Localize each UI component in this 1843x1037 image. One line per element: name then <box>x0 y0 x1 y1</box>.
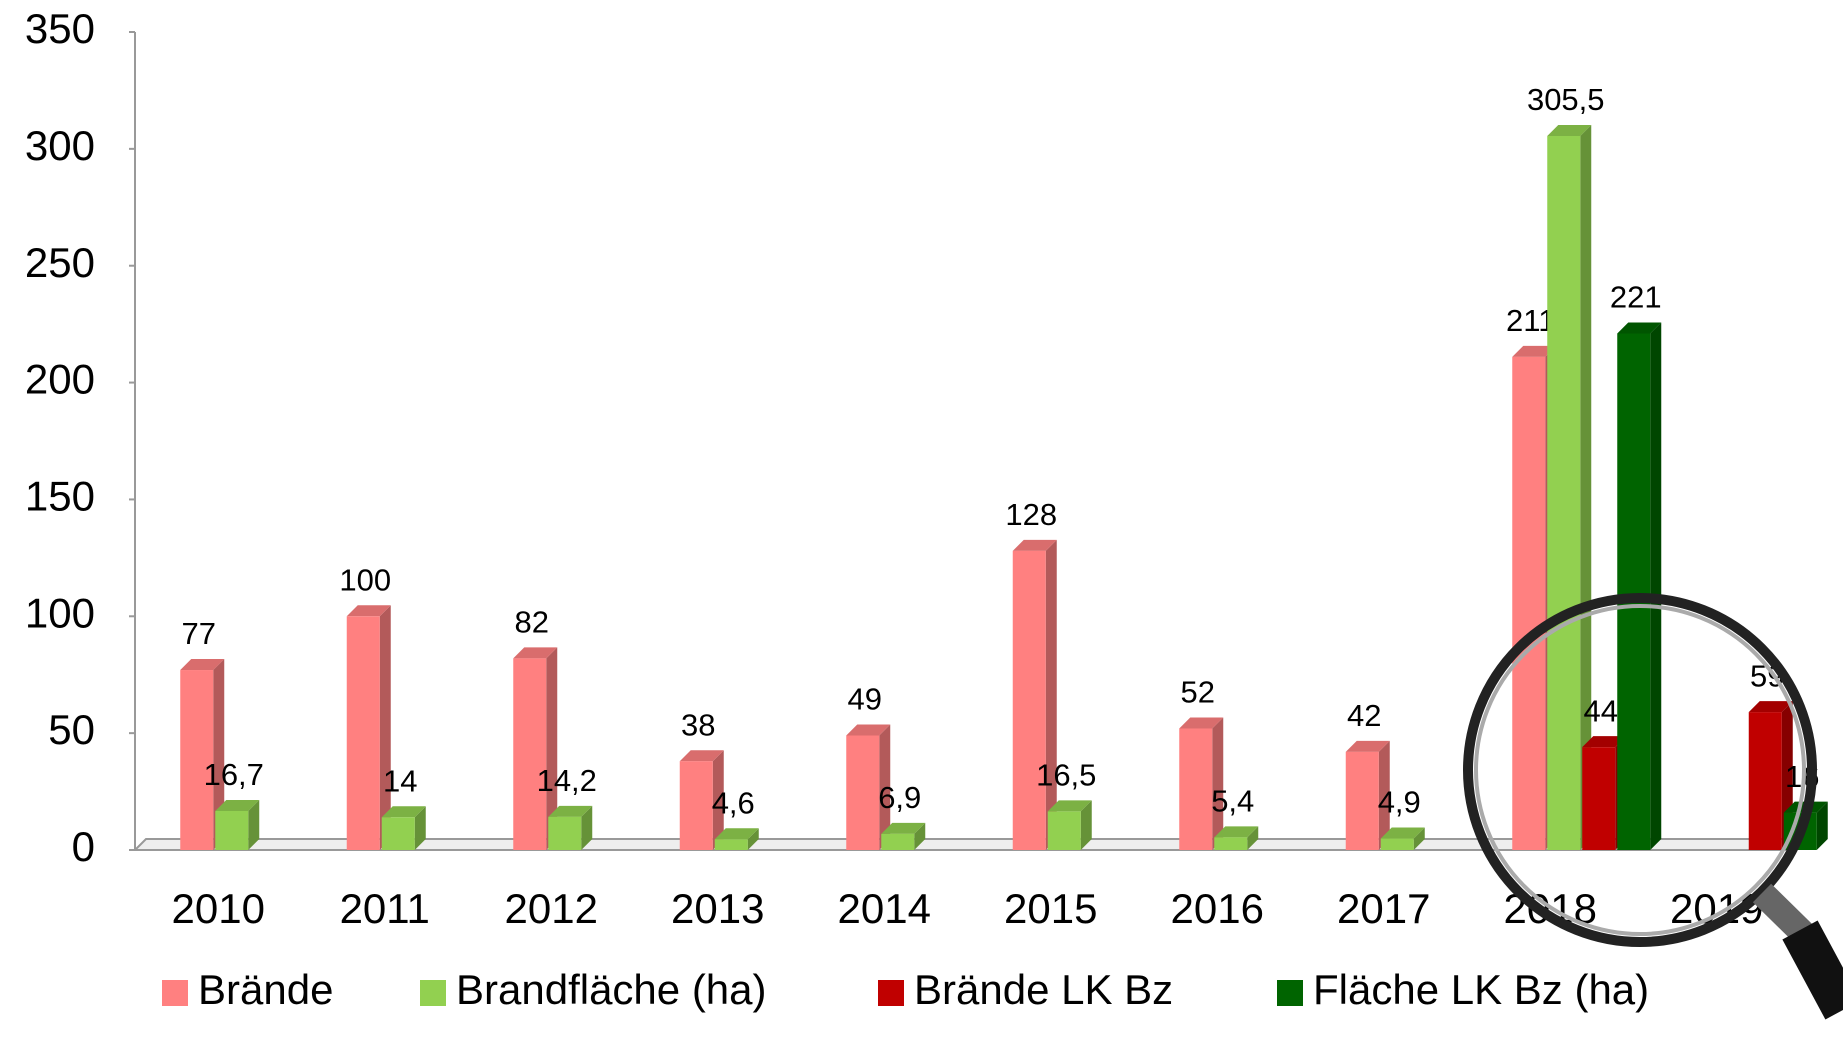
value-label: 38 <box>681 707 715 742</box>
x-tick-label: 2015 <box>1004 885 1097 932</box>
value-label: 5,4 <box>1211 784 1254 819</box>
x-tick-label: 2012 <box>505 885 598 932</box>
value-label: 82 <box>515 605 549 640</box>
bar <box>1547 136 1580 850</box>
value-label: 16,7 <box>204 757 264 792</box>
x-tick-label: 2010 <box>172 885 265 932</box>
legend-label: Fläche LK Bz (ha) <box>1313 966 1649 1013</box>
value-label: 42 <box>1347 698 1381 733</box>
bar <box>1381 839 1414 850</box>
y-tick-label: 200 <box>25 356 95 403</box>
value-label: 305,5 <box>1527 82 1605 117</box>
value-label: 49 <box>848 682 882 717</box>
value-label: 100 <box>339 562 391 597</box>
x-tick-label: 2017 <box>1337 885 1430 932</box>
y-tick-label: 150 <box>25 473 95 520</box>
x-tick-label: 2016 <box>1171 885 1264 932</box>
bar-side <box>1650 322 1661 850</box>
y-tick-label: 100 <box>25 589 95 636</box>
bar <box>513 658 546 850</box>
bar <box>1582 747 1615 850</box>
y-tick-label: 0 <box>72 823 95 870</box>
value-label: 4,6 <box>712 785 755 820</box>
y-tick-label: 250 <box>25 239 95 286</box>
legend-swatch <box>162 980 188 1006</box>
y-tick-label: 50 <box>48 706 95 753</box>
value-label: 16,5 <box>1036 758 1096 793</box>
bar <box>1617 333 1650 850</box>
value-label: 14 <box>383 763 417 798</box>
bar <box>382 817 415 850</box>
bar <box>548 817 581 850</box>
bar <box>715 839 748 850</box>
plot-area: 0 50 100 150 200 250 300 350 2010 77 16,7 2011 100 14… <box>25 5 1828 1013</box>
bar <box>881 834 914 850</box>
legend-label: Brände LK Bz <box>914 966 1173 1013</box>
value-label: 14,2 <box>537 763 597 798</box>
bar <box>846 735 879 850</box>
value-label: 44 <box>1584 693 1618 728</box>
bar-side <box>1046 540 1057 850</box>
legend-label: Brände <box>198 966 333 1013</box>
bar <box>1013 551 1046 850</box>
bar <box>1512 357 1545 850</box>
value-label: 128 <box>1005 497 1057 532</box>
legend-swatch <box>1277 980 1303 1006</box>
bar <box>215 811 248 850</box>
value-label: 6,9 <box>878 780 921 815</box>
bar <box>1749 712 1782 850</box>
legend-label: Brandfläche (ha) <box>456 966 767 1013</box>
y-tick-label: 300 <box>25 122 95 169</box>
x-tick-label: 2014 <box>838 885 931 932</box>
value-label: 221 <box>1610 280 1662 315</box>
bar <box>1346 752 1379 850</box>
legend-swatch <box>420 980 446 1006</box>
bar <box>1214 837 1247 850</box>
chart: 0 50 100 150 200 250 300 350 2010 77 16,7 2011 100 14… <box>0 0 1843 1037</box>
magnifier-handle <box>1800 930 1843 1010</box>
bar <box>1048 811 1081 850</box>
value-label: 52 <box>1181 675 1215 710</box>
value-label: 4,9 <box>1378 785 1421 820</box>
value-label: 77 <box>182 616 216 651</box>
legend-swatch <box>878 980 904 1006</box>
bar <box>1179 728 1212 850</box>
bar <box>347 616 380 850</box>
bar <box>680 761 713 850</box>
x-tick-label: 2013 <box>671 885 764 932</box>
y-tick-label: 350 <box>25 5 95 52</box>
x-tick-label: 2011 <box>340 885 430 932</box>
